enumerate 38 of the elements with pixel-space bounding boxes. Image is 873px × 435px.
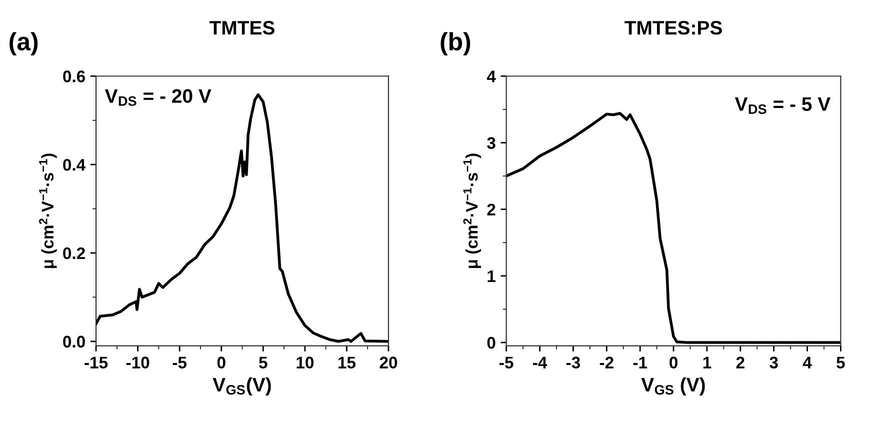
y-tick-label: 1 (488, 270, 496, 282)
x-tick-label: -15 (84, 356, 108, 368)
x-tick-label: 5 (259, 356, 268, 368)
y-tick-label: 2 (487, 204, 496, 216)
annotation: V$_{DS}$ = - 20 V (104, 89, 212, 106)
x-tick-label: -1 (633, 356, 648, 368)
y-tick-label: 3 (487, 137, 496, 149)
x-tick-label: 5 (836, 356, 845, 368)
annotation: V$_{DS}$ = - 5 V (734, 97, 830, 114)
text: (a) (10, 32, 38, 56)
x-tick-label: 10 (296, 356, 314, 368)
x-tick-label: 2 (736, 356, 744, 368)
y-tick-label: 0.2 (63, 247, 85, 260)
x-tick-label: 0 (670, 356, 678, 368)
x-axis-title: V$_{GS}$ (V) (641, 377, 705, 396)
x-tick-label: 20 (380, 356, 398, 368)
y-tick-label: 0.6 (63, 70, 86, 82)
y-axis-title: μ (cm$^{2}$·V$^{−1}$·s$^{−1}$) (39, 154, 57, 268)
x-tick-label: -5 (500, 356, 514, 368)
x-tick-label: 0 (217, 356, 226, 368)
chart-title: TMTES:PS (624, 20, 722, 35)
y-tick-label: 4 (486, 70, 496, 82)
x-tick-label: -2 (600, 356, 614, 368)
x-tick-label: -5 (172, 356, 187, 368)
chart-title: TMTES (210, 20, 274, 35)
y-tick-label: 0.4 (63, 158, 86, 171)
x-tick-label: 4 (802, 356, 812, 368)
x-axis-title: V$_{GS}$(V) (212, 377, 271, 396)
x-tick-label: -4 (533, 356, 548, 368)
y-axis-title: μ (cm$^{2}$·V$^{−1}$·s$^{−1}$) (463, 154, 482, 268)
x-tick-label: 15 (338, 356, 356, 368)
text: (b) (440, 32, 470, 56)
x-tick-label: -3 (566, 356, 580, 369)
x-tick-label: -10 (126, 356, 150, 368)
x-tick-label: 1 (703, 356, 712, 368)
y-tick-label: 0.0 (63, 336, 85, 348)
y-tick-label: 0 (487, 336, 496, 349)
x-tick-label: 3 (770, 356, 778, 369)
